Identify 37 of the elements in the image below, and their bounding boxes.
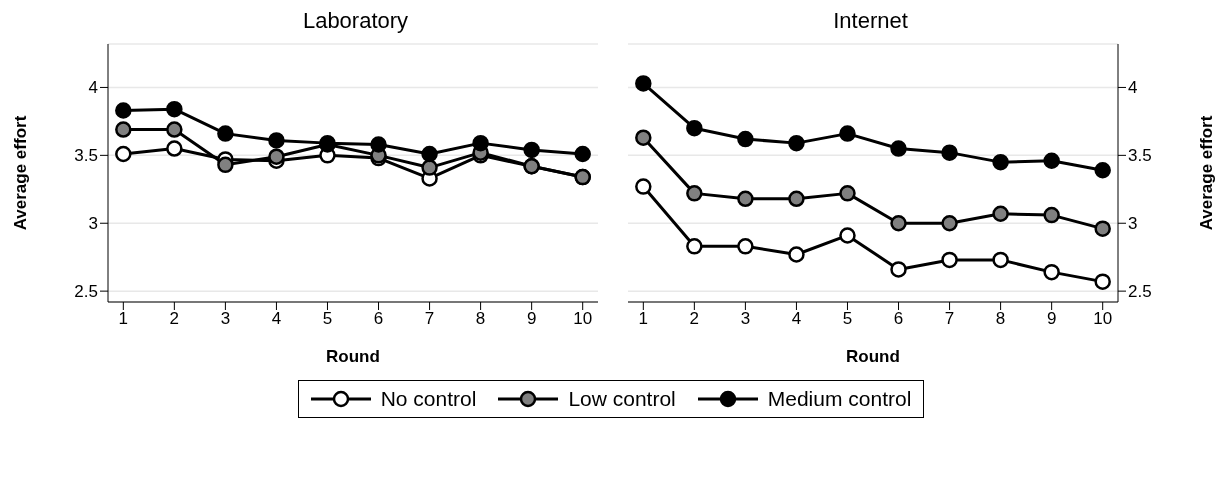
x-tick-label: 8 (475, 309, 486, 329)
x-tick-label: 3 (220, 309, 231, 329)
chart-title: Laboratory (301, 8, 410, 34)
x-tick-label: 1 (118, 309, 129, 329)
y2-tick-label: 3.5 (1128, 146, 1152, 166)
y2-tick-label: 3 (1128, 214, 1138, 234)
x-axis-title: Round (326, 347, 380, 366)
y2-tick-label: 4 (1128, 78, 1138, 98)
y-tick-label: 3.5 (74, 146, 98, 166)
x-tick-label: 4 (791, 309, 802, 329)
x-tick-label: 8 (995, 309, 1006, 329)
legend-label: Medium control (767, 387, 912, 411)
x-tick-label: 2 (169, 309, 180, 329)
x-tick-label: 5 (322, 309, 333, 329)
y-tick-label: 4 (88, 78, 98, 98)
x-tick-label: 7 (944, 309, 955, 329)
y2-tick-label: 2.5 (1128, 282, 1152, 302)
x-tick-label: 9 (526, 309, 537, 329)
x-tick-label: 6 (373, 309, 384, 329)
x-tick-label: 3 (740, 309, 751, 329)
y-tick-label: 2.5 (74, 282, 98, 302)
y2-axis-title: Average effort (1197, 115, 1217, 231)
y-axis-title: Average effort (11, 115, 31, 231)
x-tick-label: 6 (893, 309, 904, 329)
legend-label: Low control (568, 387, 676, 411)
x-tick-label: 7 (424, 309, 435, 329)
y-tick-label: 3 (88, 214, 98, 234)
x-tick-label: 10 (573, 309, 593, 329)
x-axis-title: Round (846, 347, 900, 366)
x-tick-label: 10 (1093, 309, 1113, 329)
x-tick-label: 4 (271, 309, 282, 329)
x-tick-label: 9 (1046, 309, 1057, 329)
x-tick-label: 1 (638, 309, 649, 329)
x-tick-label: 2 (689, 309, 700, 329)
x-tick-label: 5 (842, 309, 853, 329)
legend-label: No control (380, 387, 477, 411)
chart-title: Internet (832, 8, 909, 34)
